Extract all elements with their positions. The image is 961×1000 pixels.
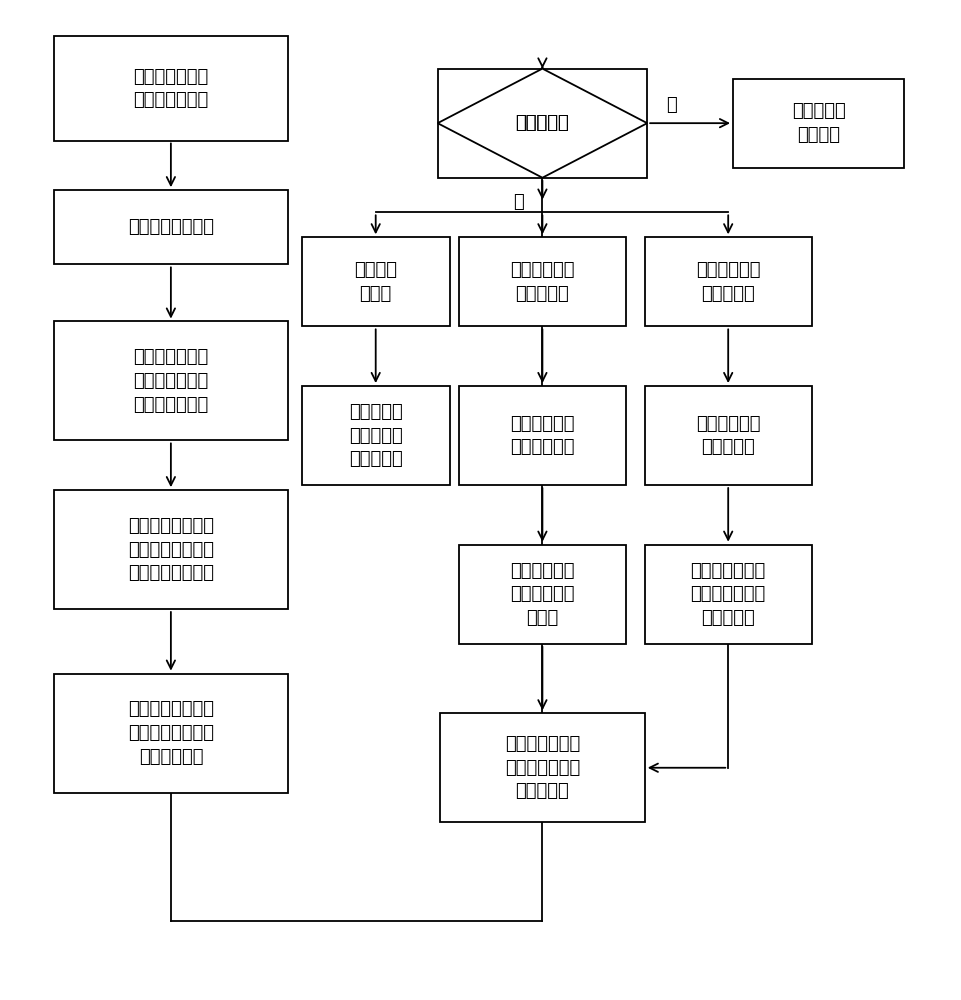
Text: 组长和新节点
进行相互鉴别: 组长和新节点 进行相互鉴别 [510, 415, 575, 456]
FancyBboxPatch shape [54, 674, 287, 793]
Text: 组密钥更新: 组密钥更新 [515, 114, 569, 132]
Text: 继续使用当
前组密钥: 继续使用当 前组密钥 [792, 102, 846, 144]
Text: 组长为组内成员计
算证人，并将证人
发送给对应节点。: 组长为组内成员计 算证人，并将证人 发送给对应节点。 [128, 517, 214, 582]
FancyBboxPatch shape [645, 237, 811, 326]
Text: 基站对节点进行
初始化参数配置: 基站对节点进行 初始化参数配置 [134, 68, 209, 109]
Text: 组长为鉴别成
功的新节点分
发证人: 组长为鉴别成 功的新节点分 发证人 [510, 562, 575, 627]
Text: 组长依据合法组
员的身份标识对
组员进行编码。: 组长依据合法组 员的身份标识对 组员进行编码。 [134, 348, 209, 414]
Text: 组长告知组内其
他成员节点进行
组密钥更行: 组长告知组内其 他成员节点进行 组密钥更行 [691, 562, 766, 627]
FancyBboxPatch shape [302, 237, 450, 326]
FancyBboxPatch shape [645, 386, 811, 485]
Text: 组长告知组内其
他成员节点进行
组密钥更行: 组长告知组内其 他成员节点进行 组密钥更行 [505, 735, 580, 800]
Text: 定时组密
钥更新: 定时组密 钥更新 [355, 261, 397, 303]
Text: 节点选择组长入网: 节点选择组长入网 [128, 218, 214, 236]
Text: 组长告知组
内成员进行
组密钥更新: 组长告知组 内成员进行 组密钥更新 [349, 403, 403, 468]
FancyBboxPatch shape [440, 713, 645, 822]
FancyBboxPatch shape [54, 36, 287, 141]
FancyBboxPatch shape [459, 237, 626, 326]
FancyBboxPatch shape [302, 386, 450, 485]
Text: 组成员依据证人计
算出组密钥，完成
组密钥建立。: 组成员依据证人计 算出组密钥，完成 组密钥建立。 [128, 700, 214, 766]
FancyBboxPatch shape [54, 490, 287, 609]
Text: 是: 是 [513, 194, 524, 212]
Text: 组长确定撤除
节点的编码: 组长确定撤除 节点的编码 [696, 415, 760, 456]
FancyBboxPatch shape [437, 69, 647, 178]
Text: 旧节点撤销时
组密钥更新: 旧节点撤销时 组密钥更新 [696, 261, 760, 303]
Text: 新节点加入时
组密钥更新: 新节点加入时 组密钥更新 [510, 261, 575, 303]
Text: 否: 否 [666, 96, 677, 114]
FancyBboxPatch shape [645, 545, 811, 644]
FancyBboxPatch shape [459, 386, 626, 485]
Polygon shape [437, 69, 647, 178]
FancyBboxPatch shape [733, 79, 904, 168]
FancyBboxPatch shape [54, 190, 287, 264]
FancyBboxPatch shape [54, 321, 287, 440]
Text: 组密钥更新: 组密钥更新 [515, 114, 569, 132]
FancyBboxPatch shape [459, 545, 626, 644]
